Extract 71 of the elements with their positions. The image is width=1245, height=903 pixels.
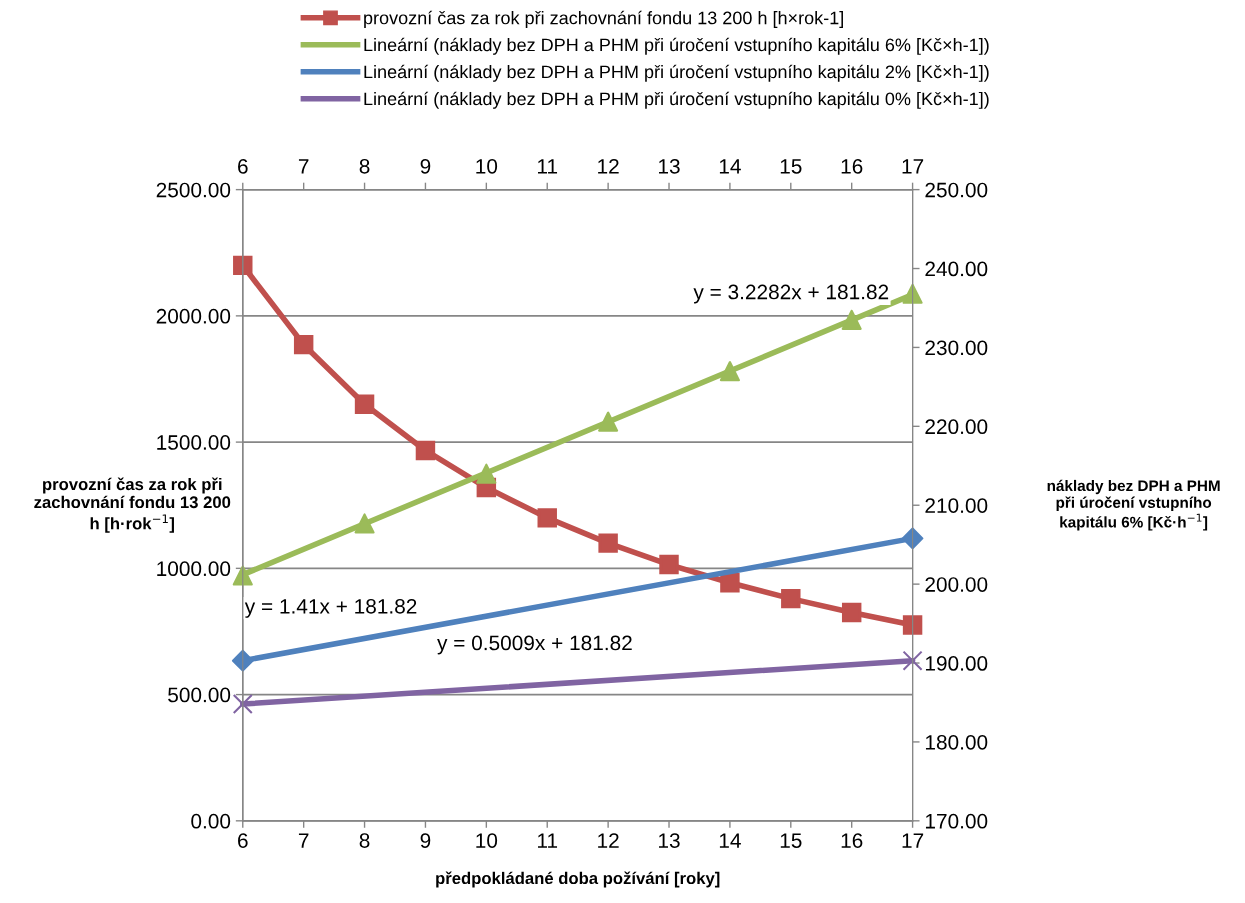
y2-tick-label: 230.00 [925, 340, 988, 356]
y2-tick-label: 240.00 [925, 261, 988, 277]
y2-tick-label: 210.00 [925, 498, 988, 513]
point [720, 573, 740, 593]
legend-label: provozní čas za rok při zachovnání fondu 13 200 h [h×rok-1] [364, 10, 843, 28]
point [354, 394, 375, 414]
x-tick-label: 11 [538, 833, 558, 848]
x2-tick-label: 11 [538, 159, 558, 174]
point [415, 440, 436, 461]
x-axis-title: předpokládané doba požívání [roky] [436, 871, 720, 888]
y2-axis-title: náklady bez DPH a PHM při úročení vstupního kapitálu 6% [Kč·h$^{−1}$] [1047, 479, 1220, 531]
x-tick-label: 6 [238, 833, 248, 848]
annotation: y = 1.41x + 181.82 [244, 598, 417, 618]
y2-tick-label: 220.00 [925, 419, 988, 435]
point [841, 602, 862, 623]
point [231, 649, 254, 672]
legend-label: Lineární (náklady bez DPH a PHM při úročení vstupního kapitálu 2% [Kč×h-1]) [364, 64, 989, 82]
point [719, 361, 740, 382]
annotation: y = 3.2282x + 181.82 [693, 284, 889, 304]
x2-tick-label: 7 [298, 159, 309, 174]
y2-tick-label: 250.00 [925, 182, 988, 198]
point [901, 527, 924, 550]
point [902, 650, 923, 671]
point [233, 255, 253, 276]
point [598, 533, 618, 553]
y-tick-label: 2500.00 [156, 182, 231, 198]
point [293, 334, 314, 355]
y-tick-label: 2000.00 [156, 308, 231, 324]
x2-tick-label: 14 [719, 159, 741, 174]
point [659, 554, 679, 575]
y2-tick-label: 180.00 [925, 734, 988, 750]
x2-tick-label: 10 [476, 158, 498, 174]
y-tick-label: 500.00 [168, 687, 231, 703]
x2-tick-label: 13 [659, 158, 680, 174]
x-tick-label: 8 [359, 833, 370, 848]
point [598, 411, 619, 432]
legend-label: Lineární (náklady bez DPH a PHM při úročení vstupního kapitálu 6% [Kč×h-1]) [364, 37, 989, 55]
y-axis-title: provozní čas za rok při zachovnání fondu 13 200 h [h·rok$^{−1}$] [34, 477, 231, 533]
y2-tick-label: 200.00 [925, 577, 988, 592]
x-tick-label: 13 [659, 833, 680, 848]
x-tick-label: 16 [841, 833, 863, 848]
point [537, 508, 557, 528]
x2-tick-label: 6 [238, 158, 248, 174]
point [841, 309, 862, 330]
x-tick-label: 14 [719, 833, 741, 848]
x-tick-label: 15 [780, 833, 802, 848]
x2-tick-label: 9 [420, 158, 431, 174]
point [902, 615, 923, 635]
x2-tick-label: 15 [780, 159, 802, 174]
y-tick-label: 1000.00 [157, 561, 231, 577]
annotation: y = 0.5009x + 181.82 [437, 635, 632, 655]
x2-tick-label: 16 [841, 158, 863, 174]
point [232, 565, 253, 586]
x-tick-label: 17 [902, 833, 924, 848]
point [354, 513, 375, 534]
x2-tick-label: 12 [598, 158, 619, 174]
y-tick-label: 0.00 [191, 813, 231, 829]
point [476, 463, 497, 484]
legend-label: Lineární (náklady bez DPH a PHM při úročení vstupního kapitálu 0% [Kč×h-1]) [364, 91, 989, 109]
x-tick-label: 12 [598, 833, 619, 848]
x-tick-label: 9 [420, 833, 431, 848]
x2-tick-label: 17 [902, 159, 924, 174]
y2-tick-label: 170.00 [925, 813, 988, 829]
x-tick-label: 7 [298, 833, 309, 848]
y-tick-label: 1500.00 [157, 435, 231, 450]
x-tick-label: 10 [476, 833, 498, 848]
x2-tick-label: 8 [359, 158, 370, 174]
y2-tick-label: 190.00 [925, 656, 988, 671]
point [781, 588, 801, 609]
point [232, 693, 253, 715]
point [902, 283, 923, 304]
